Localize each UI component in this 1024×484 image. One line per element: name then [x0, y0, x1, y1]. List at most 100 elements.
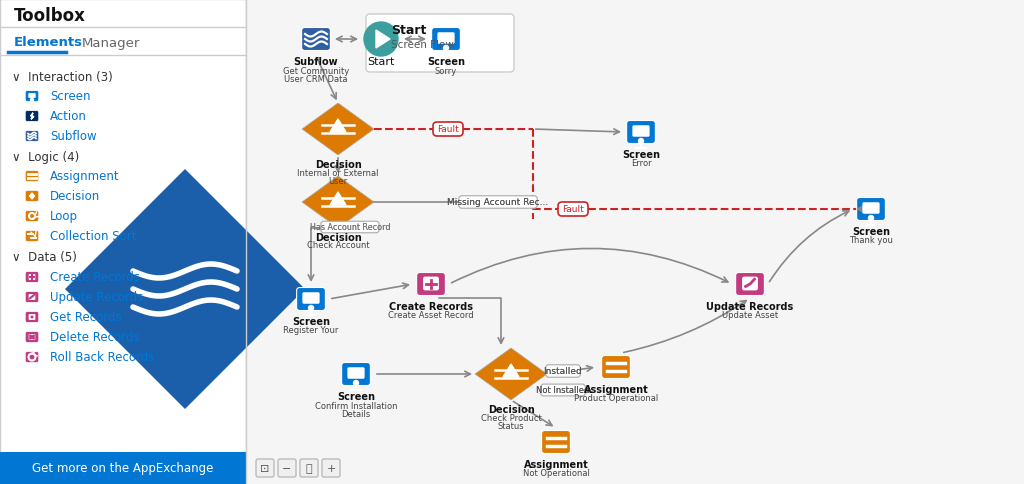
- FancyBboxPatch shape: [423, 277, 439, 291]
- Text: Fault: Fault: [437, 125, 459, 134]
- FancyBboxPatch shape: [0, 452, 246, 484]
- Polygon shape: [330, 120, 346, 133]
- Text: Subflow: Subflow: [294, 57, 338, 67]
- Text: Manager: Manager: [82, 36, 140, 49]
- Text: Collection Sort: Collection Sort: [50, 230, 136, 243]
- FancyBboxPatch shape: [278, 459, 296, 477]
- FancyBboxPatch shape: [542, 431, 570, 454]
- FancyBboxPatch shape: [366, 15, 514, 73]
- Text: Details: Details: [341, 409, 371, 419]
- Text: Start: Start: [368, 57, 394, 67]
- Polygon shape: [475, 348, 547, 400]
- Text: Not Operational: Not Operational: [522, 469, 590, 478]
- FancyBboxPatch shape: [627, 121, 655, 144]
- FancyBboxPatch shape: [862, 203, 880, 214]
- Text: Toolbox: Toolbox: [14, 7, 86, 25]
- Circle shape: [868, 216, 873, 221]
- Text: Screen: Screen: [852, 227, 890, 237]
- FancyBboxPatch shape: [26, 312, 39, 323]
- Text: Delete Records: Delete Records: [50, 331, 139, 344]
- Text: ∨  Logic (4): ∨ Logic (4): [12, 151, 79, 164]
- Text: Assignment: Assignment: [50, 170, 120, 183]
- FancyBboxPatch shape: [26, 272, 39, 283]
- Circle shape: [31, 316, 34, 319]
- FancyBboxPatch shape: [26, 231, 39, 242]
- FancyBboxPatch shape: [735, 273, 764, 296]
- FancyBboxPatch shape: [546, 365, 581, 378]
- FancyBboxPatch shape: [433, 123, 463, 136]
- Text: +: +: [327, 463, 336, 473]
- Text: Check Product: Check Product: [480, 414, 542, 423]
- Text: Subflow: Subflow: [50, 130, 96, 143]
- FancyBboxPatch shape: [29, 294, 36, 301]
- FancyBboxPatch shape: [26, 211, 39, 222]
- FancyBboxPatch shape: [297, 288, 326, 311]
- FancyBboxPatch shape: [459, 197, 538, 209]
- Text: −: −: [283, 463, 292, 473]
- Text: Decision: Decision: [487, 404, 535, 414]
- Polygon shape: [376, 31, 390, 49]
- Text: Missing Account Rec...: Missing Account Rec...: [447, 198, 549, 207]
- FancyBboxPatch shape: [256, 459, 274, 477]
- Polygon shape: [31, 114, 34, 120]
- Polygon shape: [302, 177, 374, 228]
- Text: Screen: Screen: [427, 57, 465, 67]
- Text: Check Account: Check Account: [306, 241, 370, 250]
- FancyBboxPatch shape: [26, 332, 39, 343]
- Text: Decision: Decision: [314, 232, 361, 242]
- Text: Get Records: Get Records: [50, 311, 122, 324]
- Text: Product Operational: Product Operational: [573, 393, 658, 403]
- Text: Screen: Screen: [292, 317, 330, 326]
- FancyBboxPatch shape: [26, 131, 39, 142]
- Text: Create Records: Create Records: [50, 271, 140, 284]
- Text: Screen: Screen: [337, 391, 375, 401]
- Text: Installed: Installed: [544, 367, 583, 376]
- Text: ⊡: ⊡: [260, 463, 269, 473]
- Text: Screen: Screen: [50, 91, 90, 103]
- Text: User: User: [329, 177, 347, 186]
- FancyBboxPatch shape: [342, 363, 371, 386]
- Text: Error: Error: [631, 159, 651, 168]
- Text: User CRM Data: User CRM Data: [285, 75, 348, 83]
- Text: Screen Flow: Screen Flow: [391, 40, 454, 50]
- FancyBboxPatch shape: [602, 356, 631, 378]
- FancyBboxPatch shape: [29, 94, 36, 99]
- Text: Has Account Record: Has Account Record: [309, 223, 390, 232]
- Text: Missing Account Rec...: Missing Account Rec...: [447, 198, 549, 207]
- Circle shape: [308, 306, 313, 311]
- Text: Action: Action: [50, 110, 87, 123]
- FancyBboxPatch shape: [857, 198, 886, 221]
- Polygon shape: [302, 104, 374, 156]
- FancyBboxPatch shape: [29, 274, 36, 280]
- FancyBboxPatch shape: [541, 384, 586, 396]
- FancyBboxPatch shape: [347, 367, 365, 379]
- Text: Decision: Decision: [50, 190, 100, 203]
- Text: Loop: Loop: [50, 210, 78, 223]
- Circle shape: [364, 23, 398, 57]
- Polygon shape: [30, 194, 35, 199]
- Text: Update Records: Update Records: [707, 302, 794, 311]
- FancyBboxPatch shape: [246, 0, 1024, 484]
- Polygon shape: [65, 170, 305, 409]
- FancyBboxPatch shape: [321, 222, 379, 233]
- Text: Not Installed: Not Installed: [537, 386, 590, 394]
- Text: Has Account Record: Has Account Record: [309, 223, 390, 232]
- Text: Create Records: Create Records: [389, 302, 473, 311]
- Text: Decision: Decision: [314, 160, 361, 170]
- Circle shape: [443, 46, 449, 51]
- Polygon shape: [330, 193, 346, 206]
- Circle shape: [353, 381, 358, 386]
- FancyBboxPatch shape: [302, 293, 319, 304]
- FancyBboxPatch shape: [558, 203, 588, 216]
- FancyBboxPatch shape: [26, 91, 39, 102]
- FancyBboxPatch shape: [29, 334, 36, 340]
- FancyBboxPatch shape: [26, 292, 39, 303]
- Text: Start: Start: [391, 23, 426, 36]
- FancyBboxPatch shape: [322, 459, 340, 477]
- Text: Assignment: Assignment: [523, 459, 589, 469]
- Text: Fault: Fault: [562, 205, 584, 214]
- FancyBboxPatch shape: [29, 315, 36, 320]
- Text: Roll Back Records: Roll Back Records: [50, 351, 155, 364]
- Text: Not Installed: Not Installed: [537, 386, 590, 394]
- Text: Status: Status: [498, 422, 524, 431]
